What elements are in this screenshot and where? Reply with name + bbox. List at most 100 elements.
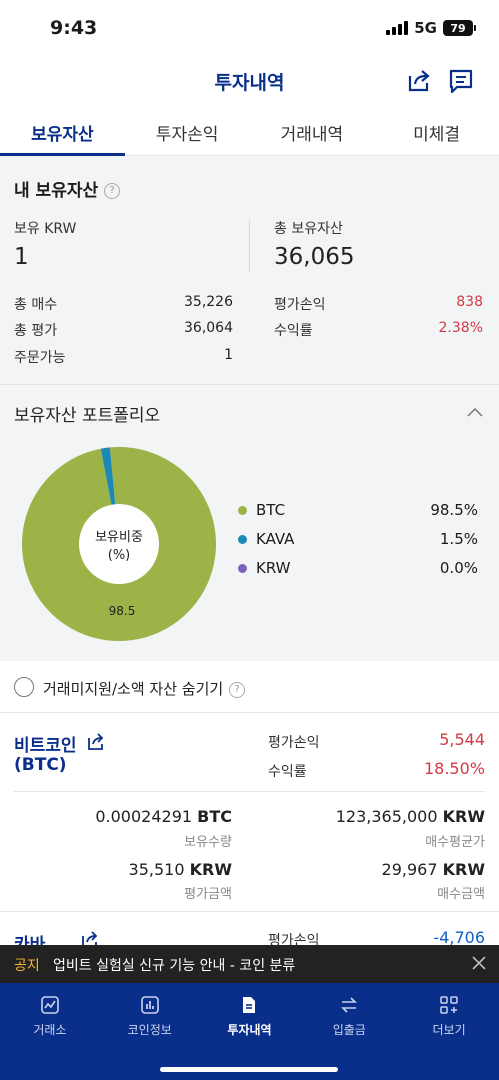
legend-item-btc: BTC 98.5% bbox=[238, 501, 478, 523]
bottom-nav: 거래소 코인정보 투자내역 입출금 더보기 bbox=[0, 983, 499, 1080]
available-value: 1 bbox=[224, 347, 233, 363]
tab-holdings[interactable]: 보유자산 bbox=[0, 108, 125, 156]
buy-amount: 29,967 KRW bbox=[381, 860, 485, 879]
share-icon[interactable] bbox=[405, 67, 433, 95]
divider bbox=[14, 791, 485, 792]
legend-value: 0.0% bbox=[439, 559, 478, 577]
krw-value: 1 bbox=[14, 244, 29, 270]
legend-dot bbox=[238, 506, 247, 515]
portfolio-title: 보유자산 포트폴리오 bbox=[14, 406, 161, 426]
legend-name: BTC bbox=[256, 501, 286, 519]
coin-pl-label: 평가손익 bbox=[268, 933, 320, 945]
legend-item-kava: KAVA 1.5% bbox=[238, 530, 478, 552]
status-time: 9:43 bbox=[50, 17, 98, 39]
nav-more[interactable]: 더보기 bbox=[399, 983, 499, 1080]
eval-amount-label: 평가금액 bbox=[184, 887, 232, 902]
close-icon[interactable] bbox=[472, 956, 486, 970]
notice-banner[interactable]: 공지 업비트 실험실 신규 기능 안내 - 코인 분류 bbox=[0, 945, 499, 983]
total-buy-label: 총 매수 bbox=[14, 297, 58, 313]
divider bbox=[249, 220, 250, 272]
tab-history[interactable]: 거래내역 bbox=[280, 125, 344, 145]
status-bar: 9:43 5G 79 bbox=[0, 0, 499, 58]
legend-item-krw: KRW 0.0% bbox=[238, 559, 478, 581]
hide-small-assets-row[interactable]: 거래미지원/소액 자산 숨기기? bbox=[0, 661, 499, 713]
portfolio-donut-chart: 보유비중 (%) 98.5 bbox=[22, 447, 216, 641]
help-icon[interactable]: ? bbox=[104, 183, 121, 199]
donut-center-label: 보유비중 bbox=[95, 530, 143, 545]
donut-hole bbox=[79, 504, 159, 584]
total-assets-label: 총 보유자산 bbox=[274, 221, 343, 237]
transfer-icon bbox=[341, 997, 358, 1013]
page-title: 투자내역 bbox=[214, 72, 285, 94]
nav-label: 투자내역 bbox=[227, 1023, 272, 1037]
legend-value: 1.5% bbox=[439, 530, 478, 548]
page-header: 투자내역 bbox=[0, 58, 499, 104]
coin-pl-value: -4,706 bbox=[433, 928, 485, 945]
return-rate-label: 수익률 bbox=[274, 323, 313, 339]
tab-bar: 보유자산 투자손익 거래내역 미체결 bbox=[0, 108, 499, 156]
share-icon[interactable] bbox=[86, 732, 106, 752]
nav-investments[interactable]: 투자내역 bbox=[200, 983, 300, 1080]
total-eval-label: 총 평가 bbox=[14, 323, 58, 339]
portfolio-section: 보유자산 포트폴리오 보유비중 (%) 98.5 BTC 98.5% KAVA … bbox=[0, 384, 499, 661]
coin-rate-value: 18.50% bbox=[423, 759, 485, 778]
nav-label: 더보기 bbox=[432, 1023, 466, 1037]
holding-quantity-label: 보유수량 bbox=[184, 835, 232, 850]
message-icon[interactable] bbox=[447, 67, 475, 95]
tab-pending[interactable]: 미체결 bbox=[413, 125, 461, 145]
avg-buy-price-label: 매수평균가 bbox=[425, 835, 485, 850]
legend-value: 98.5% bbox=[430, 501, 478, 519]
return-rate-value: 2.38% bbox=[438, 320, 483, 336]
legend-name: KAVA bbox=[256, 530, 295, 548]
coin-rate-label: 수익률 bbox=[268, 764, 307, 780]
nav-label: 코인정보 bbox=[127, 1023, 172, 1037]
chevron-up-icon[interactable] bbox=[467, 405, 483, 421]
tab-profit-loss[interactable]: 투자손익 bbox=[155, 125, 219, 145]
buy-amount-label: 매수금액 bbox=[437, 887, 485, 902]
eval-amount: 35,510 KRW bbox=[128, 860, 232, 879]
notice-tag: 공지 bbox=[14, 958, 40, 974]
home-indicator bbox=[160, 1067, 338, 1072]
total-eval-value: 36,064 bbox=[184, 320, 233, 336]
status-indicators: 5G 79 bbox=[386, 19, 476, 37]
nav-label: 거래소 bbox=[33, 1023, 67, 1037]
coin-pl-value: 5,544 bbox=[439, 730, 485, 749]
available-label: 주문가능 bbox=[14, 350, 66, 366]
document-icon bbox=[243, 997, 256, 1013]
grid-icon bbox=[440, 996, 458, 1014]
eval-pl-label: 평가손익 bbox=[274, 297, 326, 313]
eval-pl-value: 838 bbox=[456, 294, 483, 310]
coin-name[interactable]: 카바 bbox=[14, 935, 46, 945]
donut-center-unit: (%) bbox=[108, 548, 131, 563]
battery-icon: 79 bbox=[443, 20, 476, 36]
summary-title: 내 보유자산? bbox=[14, 176, 121, 201]
krw-label: 보유 KRW bbox=[14, 221, 77, 237]
network-label: 5G bbox=[414, 19, 437, 37]
total-buy-value: 35,226 bbox=[184, 294, 233, 310]
coin-name[interactable]: 비트코인 bbox=[14, 736, 77, 756]
notice-text[interactable]: 업비트 실험실 신규 기능 안내 - 코인 분류 bbox=[53, 958, 296, 974]
coin-card-btc[interactable]: 비트코인 (BTC) 평가손익 5,544 수익률 18.50% 0.00024… bbox=[0, 713, 499, 913]
nav-coin-info[interactable]: 코인정보 bbox=[100, 983, 200, 1080]
nav-exchange[interactable]: 거래소 bbox=[0, 983, 100, 1080]
hide-small-assets-radio[interactable] bbox=[14, 677, 34, 697]
share-icon[interactable] bbox=[80, 930, 100, 945]
slice-value-label: 98.5 bbox=[109, 604, 136, 618]
legend-dot bbox=[238, 535, 247, 544]
legend-dot bbox=[238, 564, 247, 573]
coin-symbol: (BTC) bbox=[14, 755, 67, 775]
total-assets-value: 36,065 bbox=[274, 244, 355, 270]
nav-label: 입출금 bbox=[332, 1023, 366, 1037]
hide-small-assets-label: 거래미지원/소액 자산 숨기기? bbox=[43, 678, 246, 699]
nav-deposit-withdraw[interactable]: 입출금 bbox=[299, 983, 399, 1080]
holdings-summary: 내 보유자산? 보유 KRW 1 총 보유자산 36,065 총 매수 35,2… bbox=[0, 156, 499, 384]
help-icon[interactable]: ? bbox=[229, 681, 246, 698]
legend-name: KRW bbox=[256, 559, 291, 577]
holding-quantity: 0.00024291 BTC bbox=[95, 807, 232, 826]
signal-icon bbox=[386, 21, 409, 35]
bar-chart-icon bbox=[140, 996, 159, 1014]
coin-pl-label: 평가손익 bbox=[268, 735, 320, 751]
avg-buy-price: 123,365,000 KRW bbox=[335, 807, 485, 826]
chart-icon bbox=[41, 996, 59, 1014]
coin-card-kava[interactable]: 카바 평가손익 -4,706 bbox=[0, 911, 499, 945]
